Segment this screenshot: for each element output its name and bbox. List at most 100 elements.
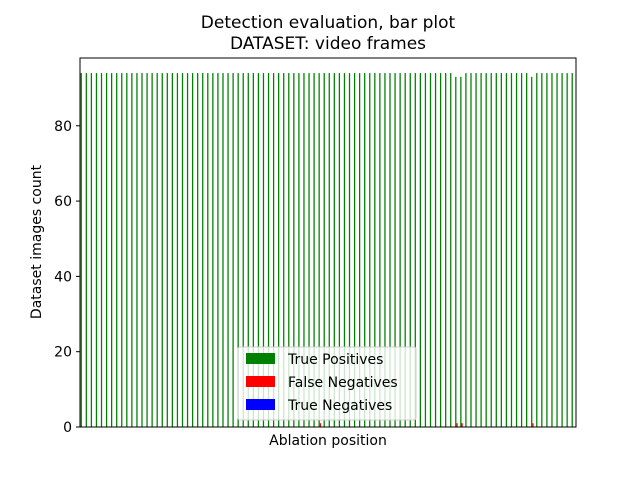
chart-title: Detection evaluation, bar plot (201, 13, 456, 33)
bar-true-positives-77 (465, 73, 467, 427)
y-tick-label-20: 20 (54, 345, 72, 361)
bar-true-positives-4 (95, 73, 98, 427)
bar-true-positives-6 (105, 73, 108, 427)
bar-true-positives-45 (303, 73, 305, 427)
bar-true-positives-30 (227, 73, 229, 427)
bar-true-positives-1 (80, 73, 82, 427)
bar-true-positives-94 (551, 73, 553, 427)
plot-area-frame (79, 57, 577, 428)
bar-true-positives-65 (404, 73, 406, 427)
bar-true-positives-78 (470, 73, 472, 427)
bar-true-positives-39 (272, 73, 275, 427)
bar-true-positives-74 (450, 73, 452, 427)
chart-subtitle: DATASET: video frames (230, 34, 426, 54)
bar-true-positives-46 (308, 73, 310, 427)
bar-true-positives-88 (520, 73, 523, 427)
bar-true-positives-76 (460, 76, 462, 427)
bar-true-positives-67 (414, 73, 416, 427)
bar-true-positives-51 (333, 73, 335, 427)
bar-true-positives-19 (171, 73, 173, 427)
bar-true-positives-92 (541, 73, 543, 427)
bar-true-positives-23 (191, 73, 194, 427)
bar-true-positives-58 (369, 73, 371, 427)
bar-true-positives-35 (252, 73, 254, 427)
bar-true-positives-68 (419, 73, 421, 427)
bar-true-positives-36 (257, 73, 260, 427)
bars-group (80, 73, 573, 427)
bar-true-positives-50 (328, 73, 330, 427)
bar-true-positives-15 (151, 73, 153, 427)
bar-true-positives-71 (434, 73, 437, 427)
bar-true-positives-84 (500, 73, 502, 427)
bar-true-positives-21 (181, 73, 184, 427)
bar-true-positives-26 (207, 73, 209, 427)
bar-true-positives-54 (348, 73, 351, 427)
bar-true-positives-98 (571, 73, 573, 427)
bar-true-positives-86 (510, 73, 513, 427)
bar-true-positives-97 (566, 73, 568, 427)
legend-swatch-true-negatives (246, 399, 275, 410)
bar-true-positives-95 (556, 73, 558, 427)
bar-true-positives-8 (116, 73, 118, 427)
bar-true-positives-3 (90, 73, 93, 427)
legend-label-true-positives: True Positives (287, 352, 383, 368)
bar-true-positives-24 (197, 73, 199, 427)
bar-true-positives-17 (161, 73, 163, 427)
bar-true-positives-56 (359, 73, 361, 427)
bar-true-positives-59 (374, 73, 376, 427)
bar-true-positives-27 (212, 73, 214, 427)
bar-true-positives-32 (237, 73, 239, 427)
bar-true-positives-42 (288, 73, 290, 427)
bar-true-positives-25 (202, 73, 204, 427)
y-axis-label: Dataset images count (29, 164, 45, 319)
legend-swatch-false-negatives (246, 376, 275, 387)
y-tick-label-60: 60 (54, 194, 72, 210)
bar-true-positives-72 (439, 73, 442, 427)
bar-true-positives-29 (222, 73, 224, 427)
legend-frame (237, 346, 417, 421)
bar-true-positives-5 (100, 73, 103, 427)
bar-true-positives-11 (131, 73, 133, 427)
bar-true-positives-44 (298, 73, 300, 427)
bar-true-positives-7 (111, 73, 113, 427)
bar-true-positives-34 (247, 73, 249, 427)
y-tick-label-80: 80 (54, 119, 72, 135)
bar-true-positives-16 (156, 73, 158, 427)
bar-true-positives-33 (242, 73, 244, 427)
bar-true-positives-9 (121, 73, 123, 427)
bar-true-positives-83 (495, 73, 497, 427)
bar-true-positives-20 (176, 73, 179, 427)
bar-true-positives-37 (262, 73, 265, 427)
bar-true-positives-66 (409, 73, 411, 427)
bar-true-positives-38 (267, 73, 270, 427)
y-tick-label-0: 0 (63, 420, 72, 436)
bar-true-positives-53 (343, 73, 346, 427)
bar-true-positives-61 (384, 73, 386, 427)
bar-false-negatives-76 (461, 423, 463, 427)
legend: True Positives False Negatives True Negati… (237, 346, 417, 421)
bar-true-positives-79 (475, 73, 477, 427)
bar-true-positives-60 (379, 73, 381, 427)
bar-true-positives-2 (85, 73, 87, 427)
bar-true-positives-10 (126, 73, 128, 427)
bar-true-positives-75 (455, 76, 457, 427)
y-tick-label-40: 40 (54, 269, 72, 285)
bar-true-positives-91 (536, 73, 538, 427)
bar-true-positives-31 (232, 73, 234, 427)
bar-true-positives-96 (561, 73, 563, 427)
bar-true-positives-48 (318, 73, 320, 427)
bar-true-positives-28 (217, 73, 219, 427)
y-axis: 0 20 40 60 80 (54, 119, 80, 436)
bar-true-positives-41 (283, 73, 285, 427)
bar-true-positives-64 (399, 73, 401, 427)
bar-true-positives-57 (364, 73, 366, 427)
bar-true-positives-73 (445, 73, 447, 427)
bar-true-positives-47 (313, 73, 315, 427)
bar-true-positives-69 (424, 73, 427, 427)
bar-true-positives-22 (186, 73, 189, 427)
bar-true-positives-87 (515, 73, 518, 427)
bar-true-positives-63 (394, 73, 396, 427)
bar-true-positives-82 (490, 73, 492, 427)
bar-true-positives-90 (531, 76, 533, 427)
